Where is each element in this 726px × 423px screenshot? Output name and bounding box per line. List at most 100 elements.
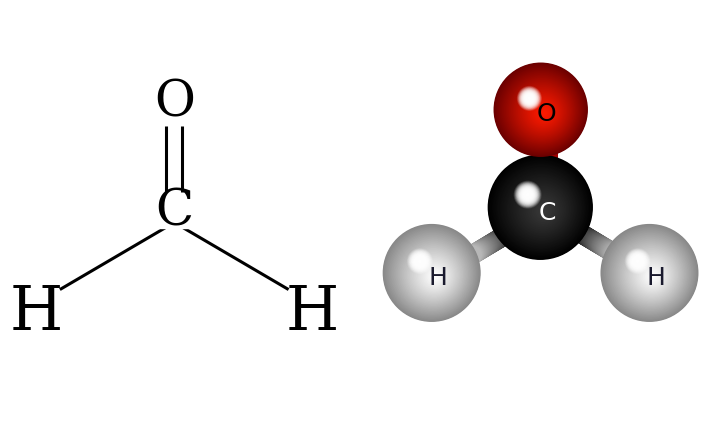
FancyBboxPatch shape xyxy=(296,297,328,330)
Circle shape xyxy=(631,254,645,268)
Circle shape xyxy=(407,249,432,274)
Circle shape xyxy=(526,94,560,130)
Circle shape xyxy=(630,254,673,297)
Circle shape xyxy=(500,168,582,249)
Circle shape xyxy=(527,194,529,195)
Circle shape xyxy=(539,108,550,118)
Circle shape xyxy=(526,95,560,129)
Circle shape xyxy=(523,92,563,132)
Circle shape xyxy=(504,171,579,246)
Circle shape xyxy=(637,261,667,290)
Circle shape xyxy=(423,264,446,288)
Circle shape xyxy=(417,259,451,292)
Circle shape xyxy=(622,246,680,303)
Circle shape xyxy=(534,201,553,220)
Circle shape xyxy=(536,104,552,121)
Circle shape xyxy=(510,79,574,143)
Circle shape xyxy=(531,100,556,125)
Circle shape xyxy=(616,240,685,308)
Circle shape xyxy=(627,251,648,272)
Circle shape xyxy=(515,181,541,208)
Circle shape xyxy=(501,168,582,248)
Circle shape xyxy=(627,250,649,272)
Circle shape xyxy=(521,188,565,231)
FancyBboxPatch shape xyxy=(158,195,190,228)
Circle shape xyxy=(637,260,667,291)
Circle shape xyxy=(407,248,433,274)
Circle shape xyxy=(499,167,583,250)
Circle shape xyxy=(434,275,437,278)
Circle shape xyxy=(420,261,449,290)
Circle shape xyxy=(513,82,571,140)
Circle shape xyxy=(402,243,465,305)
Circle shape xyxy=(520,187,566,233)
Circle shape xyxy=(412,253,456,297)
Circle shape xyxy=(505,73,579,148)
Circle shape xyxy=(624,248,650,274)
Circle shape xyxy=(633,256,671,294)
Circle shape xyxy=(501,70,582,151)
Circle shape xyxy=(534,201,554,220)
Circle shape xyxy=(518,184,568,234)
Circle shape xyxy=(419,260,421,263)
Circle shape xyxy=(520,88,539,108)
Circle shape xyxy=(529,98,530,99)
Circle shape xyxy=(645,269,660,283)
Circle shape xyxy=(500,69,582,151)
Circle shape xyxy=(497,66,584,154)
Circle shape xyxy=(505,173,578,245)
Circle shape xyxy=(523,190,532,199)
Circle shape xyxy=(497,164,585,252)
Circle shape xyxy=(512,179,572,239)
Circle shape xyxy=(637,261,638,262)
Circle shape xyxy=(494,161,587,255)
Circle shape xyxy=(516,183,568,236)
Circle shape xyxy=(543,112,545,115)
Text: H: H xyxy=(646,266,665,290)
Circle shape xyxy=(507,76,576,146)
Circle shape xyxy=(541,208,547,214)
Circle shape xyxy=(538,205,550,217)
Circle shape xyxy=(526,96,560,129)
Circle shape xyxy=(526,192,561,228)
Circle shape xyxy=(627,251,675,299)
Circle shape xyxy=(387,228,477,319)
Circle shape xyxy=(646,269,660,283)
Circle shape xyxy=(606,230,693,317)
Circle shape xyxy=(538,107,550,119)
Circle shape xyxy=(519,186,537,203)
Circle shape xyxy=(529,98,558,127)
Text: H: H xyxy=(428,266,447,290)
Circle shape xyxy=(526,94,534,102)
Circle shape xyxy=(513,179,572,239)
Circle shape xyxy=(624,247,679,302)
Circle shape xyxy=(517,184,568,235)
Circle shape xyxy=(540,207,548,215)
Circle shape xyxy=(627,250,676,299)
Circle shape xyxy=(649,272,657,281)
Circle shape xyxy=(521,91,537,106)
Circle shape xyxy=(650,274,656,280)
Circle shape xyxy=(495,64,587,156)
Circle shape xyxy=(400,241,466,307)
Circle shape xyxy=(511,80,573,142)
Circle shape xyxy=(433,274,438,279)
Circle shape xyxy=(521,187,565,232)
Circle shape xyxy=(396,237,470,310)
Circle shape xyxy=(630,254,645,269)
Circle shape xyxy=(523,93,535,104)
Circle shape xyxy=(422,263,447,288)
Circle shape xyxy=(514,83,571,140)
Circle shape xyxy=(542,209,547,213)
Text: O: O xyxy=(154,78,195,127)
Circle shape xyxy=(520,89,566,135)
Circle shape xyxy=(601,225,698,321)
Circle shape xyxy=(528,195,559,226)
Circle shape xyxy=(397,239,468,310)
Circle shape xyxy=(527,96,532,101)
Circle shape xyxy=(605,228,695,318)
Circle shape xyxy=(636,260,668,291)
Circle shape xyxy=(528,97,558,128)
Circle shape xyxy=(623,247,680,303)
Circle shape xyxy=(612,235,689,312)
